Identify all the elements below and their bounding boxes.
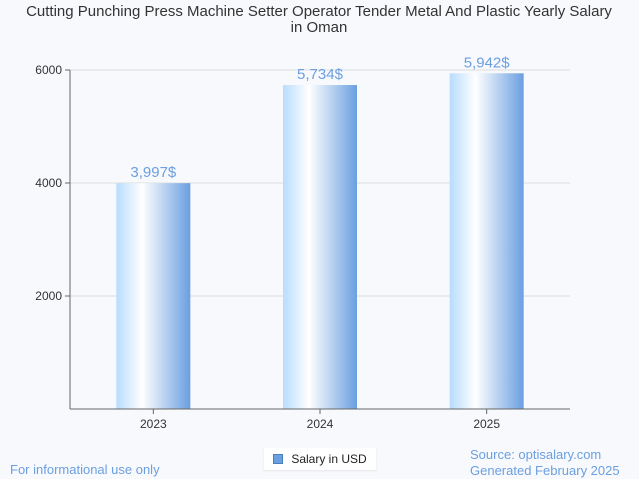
value-labels: 3,997$ 5,734$ 5,942$	[130, 54, 510, 181]
disclaimer-text: For informational use only	[10, 462, 160, 477]
generated-text: Generated February 2025	[470, 463, 620, 478]
y-tick-label: 2000	[35, 289, 62, 303]
x-tick-label: 2025	[473, 417, 500, 431]
chart-title-line-1: Cutting Punching Press Machine Setter Op…	[26, 3, 612, 20]
y-tick-label: 6000	[35, 63, 62, 77]
bar-2025	[449, 73, 524, 409]
bar-2024	[283, 85, 357, 410]
x-tick-label: 2024	[307, 417, 334, 431]
y-axis-ticks: 2000 4000 6000	[35, 63, 70, 303]
legend: Salary in USD	[264, 448, 376, 470]
value-label-2025: 5,942$	[464, 54, 511, 71]
x-tick-label: 2023	[140, 417, 167, 431]
y-tick-label: 4000	[35, 176, 62, 190]
value-label-2023: 3,997$	[130, 164, 177, 181]
legend-label: Salary in USD	[291, 452, 367, 466]
source-block: Source: optisalary.com Generated Februar…	[470, 447, 620, 479]
legend-swatch	[273, 454, 284, 464]
chart-title-line-2: in Oman	[291, 19, 348, 36]
source-text: Source: optisalary.com	[470, 447, 602, 462]
value-label-2024: 5,734$	[297, 66, 344, 83]
x-axis-ticks: 2023 2024 2025	[140, 409, 500, 431]
bars	[116, 73, 524, 410]
bar-2023	[116, 183, 191, 409]
